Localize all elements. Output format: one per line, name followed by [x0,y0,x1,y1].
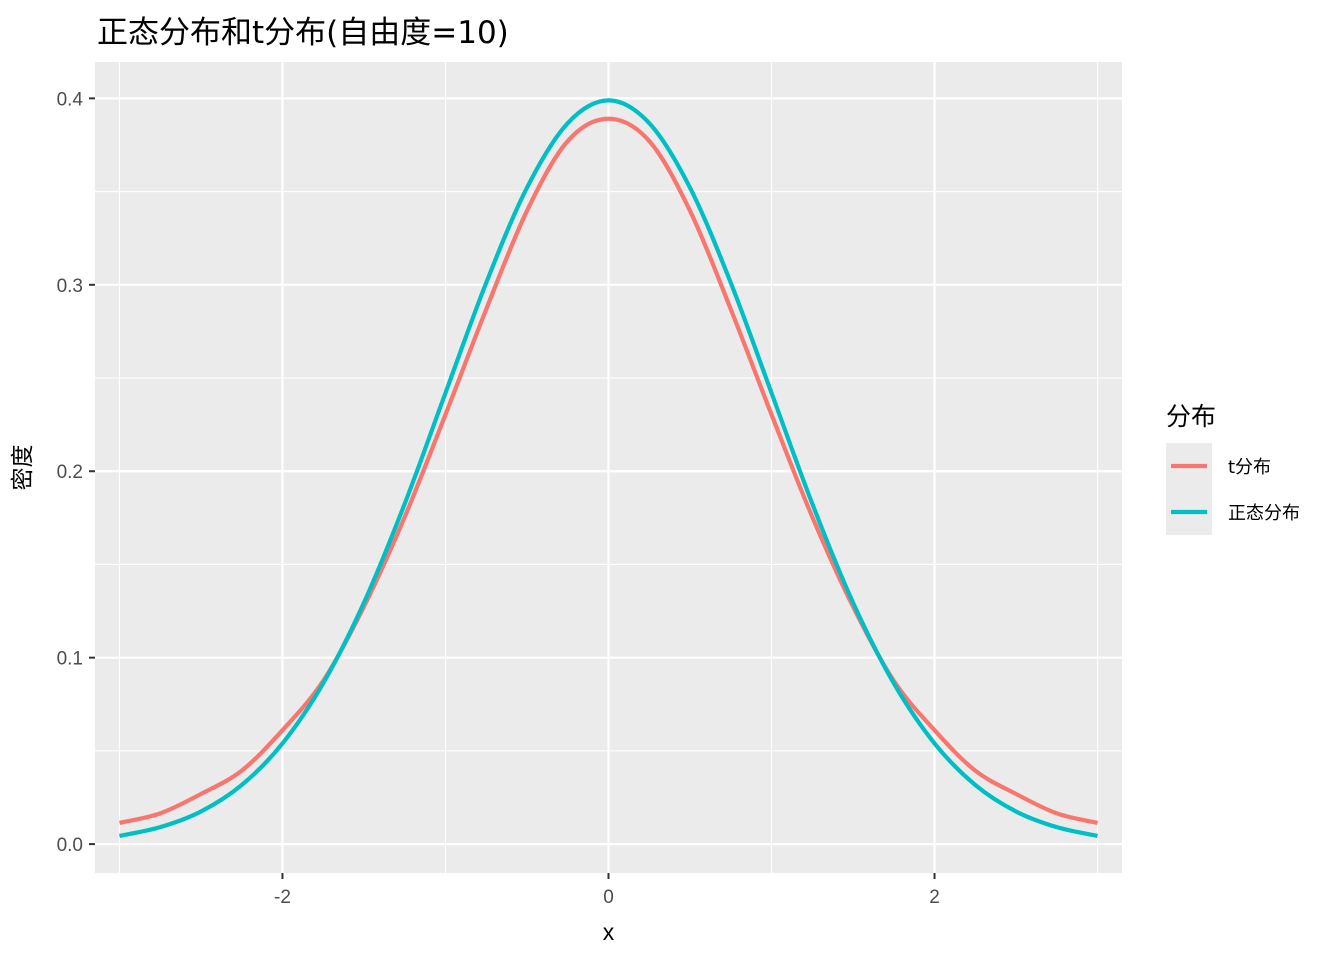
legend-label: 正态分布 [1228,503,1300,524]
y-axis: 0.0 0.1 0.2 0.3 0.4 [57,89,95,856]
series-lines [118,98,1099,838]
y-tick-label: 0.1 [57,649,83,670]
legend-title: 分布 [1166,402,1216,431]
chart-title: 正态分布和t分布(自由度=10) [97,15,509,51]
x-tick-label: 0 [603,887,614,908]
x-tick-label: -2 [274,887,291,908]
y-tick-label: 0.3 [57,276,83,297]
series-line-1 [118,116,1099,825]
y-axis-title: 密度 [9,445,35,491]
x-axis: -2 0 2 [274,873,940,908]
major-gridlines [95,62,1122,873]
x-axis-title: x [603,919,615,945]
x-tick-label: 2 [929,887,940,908]
legend-label: t分布 [1228,457,1271,478]
y-tick-label: 0.0 [57,835,83,856]
y-tick-label: 0.2 [57,462,83,483]
series-line-2 [119,98,1098,838]
y-tick-label: 0.4 [57,89,84,110]
